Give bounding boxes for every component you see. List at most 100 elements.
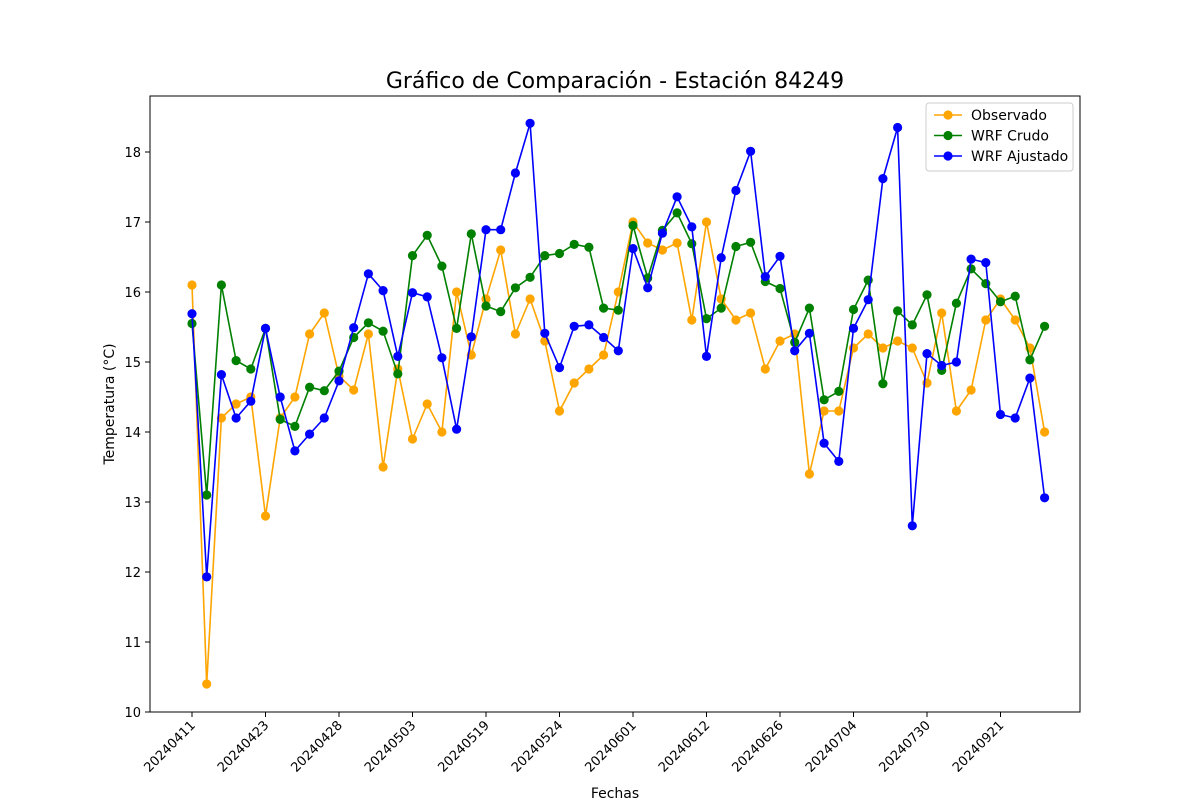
legend-item: WRF Crudo bbox=[934, 129, 1049, 145]
data-point bbox=[246, 364, 256, 374]
data-point bbox=[319, 386, 329, 396]
data-point bbox=[525, 294, 535, 304]
data-point bbox=[643, 238, 653, 248]
data-point bbox=[981, 279, 991, 289]
y-tick-label: 17 bbox=[124, 216, 141, 231]
data-point bbox=[981, 258, 991, 268]
data-point bbox=[202, 490, 212, 500]
data-point bbox=[775, 283, 785, 294]
data-point bbox=[466, 229, 476, 239]
data-point bbox=[701, 217, 712, 227]
data-point bbox=[216, 370, 226, 380]
data-point bbox=[643, 283, 653, 293]
data-point bbox=[804, 469, 815, 479]
data-point bbox=[290, 421, 300, 431]
data-point bbox=[893, 306, 903, 316]
data-point bbox=[701, 314, 712, 324]
data-point bbox=[187, 309, 197, 319]
data-point bbox=[407, 251, 418, 261]
data-point bbox=[701, 351, 712, 361]
data-point bbox=[863, 329, 873, 339]
data-point bbox=[672, 208, 682, 218]
data-point bbox=[1040, 493, 1050, 503]
data-point bbox=[584, 320, 594, 330]
data-point bbox=[584, 242, 594, 252]
y-tick-label: 14 bbox=[124, 426, 141, 441]
data-point bbox=[422, 399, 432, 409]
data-point bbox=[510, 168, 520, 178]
data-point bbox=[187, 280, 197, 290]
data-point bbox=[848, 304, 859, 315]
data-point bbox=[584, 364, 594, 374]
data-point bbox=[466, 332, 476, 342]
plot-frame bbox=[149, 95, 1081, 713]
data-point bbox=[378, 286, 388, 296]
data-point bbox=[878, 343, 888, 353]
data-point bbox=[775, 251, 785, 261]
data-point bbox=[510, 283, 520, 293]
data-point bbox=[393, 351, 403, 361]
data-point bbox=[672, 192, 682, 202]
data-point bbox=[922, 290, 932, 300]
legend-label: Observado bbox=[971, 108, 1047, 124]
data-point bbox=[540, 328, 550, 338]
data-point bbox=[1010, 315, 1020, 325]
data-point bbox=[1040, 427, 1050, 437]
data-point bbox=[437, 353, 447, 363]
data-point bbox=[554, 248, 565, 259]
y-tick-label: 16 bbox=[124, 286, 141, 301]
y-tick-label: 13 bbox=[124, 496, 141, 511]
data-point bbox=[525, 118, 535, 128]
data-point bbox=[834, 456, 844, 466]
data-point bbox=[363, 318, 373, 328]
data-point bbox=[202, 572, 212, 582]
data-point bbox=[819, 395, 829, 405]
data-point bbox=[452, 323, 462, 333]
data-point bbox=[496, 245, 506, 255]
data-point bbox=[804, 328, 815, 338]
data-point bbox=[305, 329, 315, 339]
data-point bbox=[349, 323, 359, 333]
y-tick-label: 10 bbox=[124, 706, 141, 721]
y-tick-label: 11 bbox=[124, 636, 141, 651]
series-wrf-ajustado bbox=[187, 118, 1050, 582]
data-point bbox=[275, 392, 285, 402]
x-axis-title: Fechas bbox=[591, 786, 639, 800]
data-point bbox=[496, 225, 506, 235]
data-point bbox=[422, 230, 432, 240]
legend-marker bbox=[943, 151, 953, 161]
data-point bbox=[687, 239, 697, 249]
data-point bbox=[863, 295, 873, 305]
data-point bbox=[966, 385, 976, 395]
data-point bbox=[1025, 355, 1035, 365]
data-point bbox=[981, 315, 991, 325]
data-point bbox=[672, 238, 682, 248]
data-point bbox=[481, 301, 491, 311]
data-point bbox=[599, 350, 609, 360]
data-point bbox=[922, 349, 932, 359]
data-point bbox=[554, 363, 565, 373]
data-point bbox=[1025, 373, 1035, 383]
data-point bbox=[878, 379, 888, 389]
data-point bbox=[716, 303, 726, 313]
data-point bbox=[746, 146, 756, 156]
chart-title: Gráfico de Comparación - Estación 84249 bbox=[386, 69, 844, 94]
data-point bbox=[231, 399, 241, 409]
data-point bbox=[893, 336, 903, 346]
data-point bbox=[496, 307, 506, 317]
data-point bbox=[746, 308, 756, 318]
data-point bbox=[951, 357, 962, 367]
y-axis-title: Temperatura (°C) bbox=[102, 343, 118, 465]
data-point bbox=[246, 396, 256, 406]
y-tick-label: 15 bbox=[124, 356, 141, 371]
data-point bbox=[628, 244, 638, 254]
data-point bbox=[437, 427, 447, 437]
data-point bbox=[1010, 291, 1020, 301]
data-point bbox=[407, 288, 418, 298]
data-point bbox=[437, 261, 447, 271]
data-point bbox=[907, 343, 917, 353]
data-point bbox=[540, 251, 550, 261]
data-point bbox=[569, 321, 579, 331]
data-point bbox=[1040, 321, 1050, 331]
